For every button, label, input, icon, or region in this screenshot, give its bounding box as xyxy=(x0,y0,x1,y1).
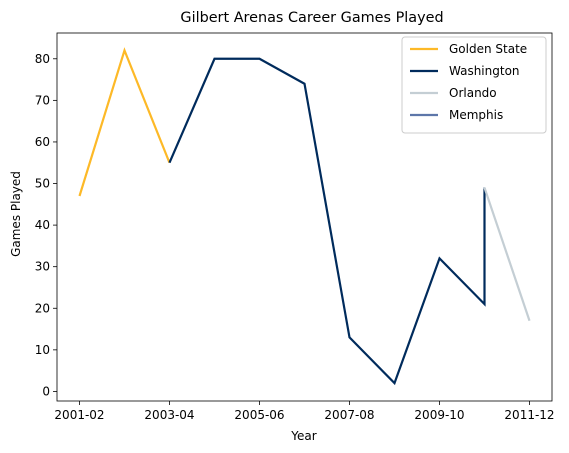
y-axis-label: Games Played xyxy=(9,171,23,257)
legend-box xyxy=(401,36,547,134)
legend-label: Washington xyxy=(449,64,520,78)
plot-frame xyxy=(56,32,553,402)
y-tick-label: 30 xyxy=(35,260,50,274)
y-tick-label: 40 xyxy=(35,218,50,232)
series-layer xyxy=(78,47,531,386)
legend-label: Orlando xyxy=(449,86,497,100)
x-tick-label: 2009-10 xyxy=(414,408,464,422)
y-axis: 0 10 20 30 40 50 60 70 80 xyxy=(35,52,57,398)
y-tick-label: 60 xyxy=(35,135,50,149)
x-axis: 2001-02 2003-04 2005-06 2007-08 2009-10 2011-… xyxy=(54,401,555,422)
y-tick-label: 0 xyxy=(42,384,50,398)
legend-label: Memphis xyxy=(449,108,503,122)
y-tick-label: 80 xyxy=(35,52,50,66)
x-tick-label: 2007-08 xyxy=(324,408,374,422)
plot-area: 2001-02 2003-04 2005-06 2007-08 2009-10 2011-… xyxy=(35,32,555,422)
y-tick-label: 20 xyxy=(35,301,50,315)
series-line-orlando xyxy=(483,187,531,322)
y-tick-label: 10 xyxy=(35,343,50,357)
x-tick-label: 2003-04 xyxy=(144,408,194,422)
legend: Golden State Washington Orlando Memphis xyxy=(401,36,547,134)
legend-label: Golden State xyxy=(449,42,527,56)
y-tick-label: 50 xyxy=(35,177,50,191)
y-tick-label: 70 xyxy=(35,93,50,107)
x-tick-label: 2005-06 xyxy=(234,408,284,422)
x-axis-label: Year xyxy=(290,429,316,443)
series-line-washington xyxy=(168,57,486,386)
chart-title: Gilbert Arenas Career Games Played xyxy=(180,10,443,26)
series-line-golden-state xyxy=(78,47,171,197)
x-tick-label: 2011-12 xyxy=(504,408,554,422)
x-tick-label: 2001-02 xyxy=(54,408,104,422)
